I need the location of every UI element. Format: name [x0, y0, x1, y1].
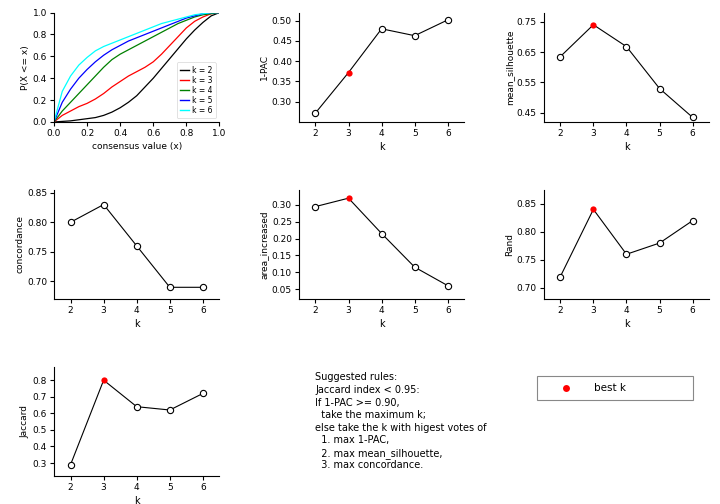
- X-axis label: consensus value (x): consensus value (x): [91, 142, 182, 151]
- Text: If 1-PAC >= 0.90,: If 1-PAC >= 0.90,: [315, 398, 400, 408]
- Legend: k = 2, k = 3, k = 4, k = 5, k = 6: k = 2, k = 3, k = 4, k = 5, k = 6: [177, 62, 215, 118]
- X-axis label: k: k: [379, 142, 384, 152]
- Text: best k: best k: [594, 383, 626, 393]
- Y-axis label: P(X <= x): P(X <= x): [21, 45, 30, 90]
- X-axis label: k: k: [624, 142, 629, 152]
- Y-axis label: concordance: concordance: [15, 215, 24, 274]
- Text: 2. max mean_silhouette,: 2. max mean_silhouette,: [315, 448, 443, 459]
- Y-axis label: area_increased: area_increased: [260, 210, 269, 279]
- X-axis label: k: k: [624, 319, 629, 329]
- Text: 3. max concordance.: 3. max concordance.: [315, 461, 423, 470]
- X-axis label: k: k: [134, 496, 140, 504]
- Y-axis label: mean_silhouette: mean_silhouette: [505, 30, 514, 105]
- Text: take the maximum k;: take the maximum k;: [315, 410, 426, 420]
- X-axis label: k: k: [379, 319, 384, 329]
- Y-axis label: Rand: Rand: [505, 233, 514, 256]
- Text: else take the k with higest votes of: else take the k with higest votes of: [315, 423, 487, 433]
- Text: Suggested rules:: Suggested rules:: [315, 372, 397, 383]
- X-axis label: k: k: [134, 319, 140, 329]
- Text: 1. max 1-PAC,: 1. max 1-PAC,: [315, 435, 390, 445]
- Text: Jaccard index < 0.95:: Jaccard index < 0.95:: [315, 385, 420, 395]
- Y-axis label: Jaccard: Jaccard: [21, 405, 30, 438]
- Y-axis label: 1-PAC: 1-PAC: [260, 54, 269, 80]
